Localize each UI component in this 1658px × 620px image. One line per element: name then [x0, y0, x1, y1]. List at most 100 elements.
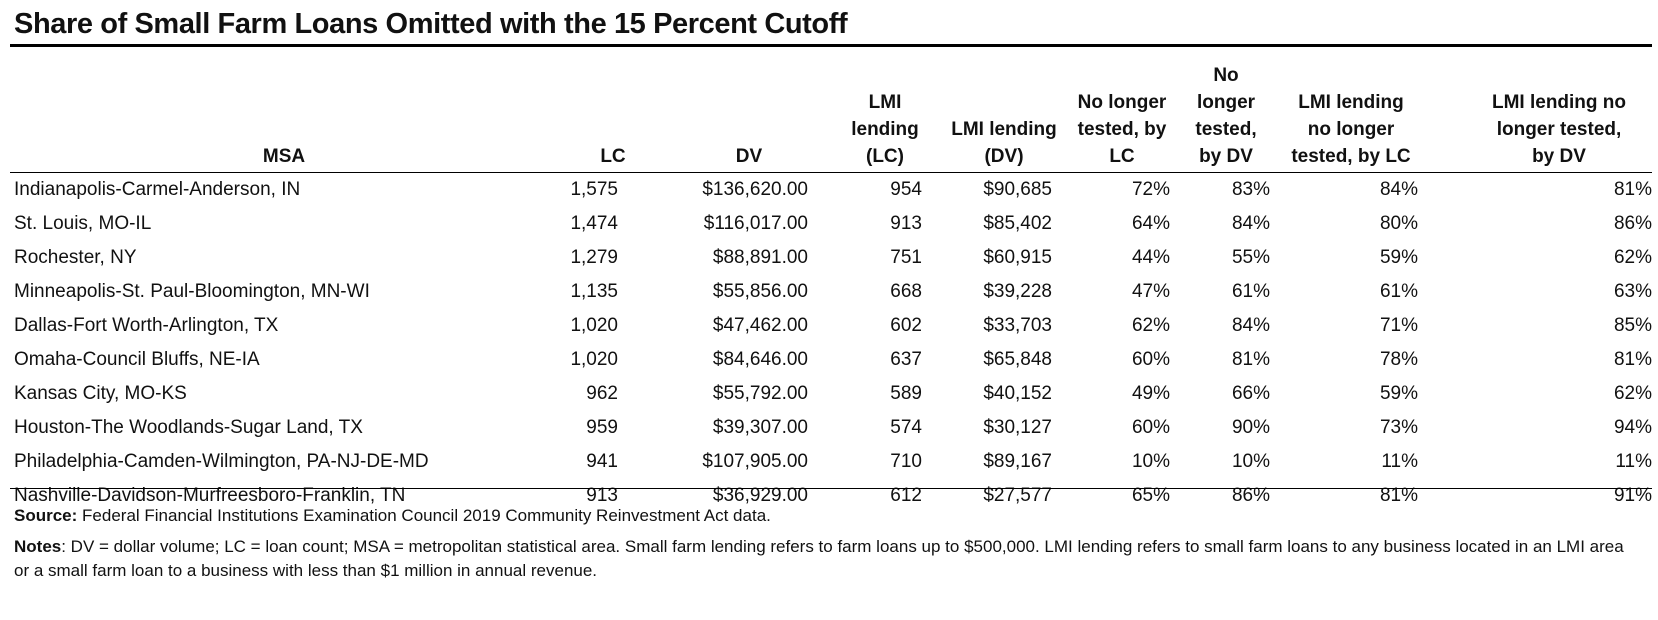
- footnotes: Source: Federal Financial Institutions E…: [14, 504, 1639, 583]
- value-cell: $30,127: [983, 417, 1052, 438]
- value-cell: $55,792.00: [712, 383, 808, 404]
- value-cell: 60%: [1131, 349, 1170, 370]
- msa-cell: Philadelphia-Camden-Wilmington, PA-NJ-DE…: [14, 451, 429, 472]
- value-cell: $47,462.00: [712, 315, 808, 336]
- value-cell: $39,307.00: [712, 417, 808, 438]
- msa-cell: Omaha-Council Bluffs, NE-IA: [14, 349, 260, 370]
- msa-cell: Minneapolis-St. Paul-Bloomington, MN-WI: [14, 281, 370, 302]
- msa-cell: Rochester, NY: [14, 247, 137, 268]
- value-cell: 62%: [1613, 383, 1652, 404]
- value-cell: $55,856.00: [712, 281, 808, 302]
- value-cell: 73%: [1379, 417, 1418, 438]
- value-cell: 66%: [1231, 383, 1270, 404]
- value-cell: 913: [890, 213, 922, 234]
- column-header: LMI lending (LC): [830, 62, 940, 173]
- header-row: MSA LC DV LMI lending (LC) LMI lending (…: [10, 62, 1652, 173]
- data-table: MSA LC DV LMI lending (LC) LMI lending (…: [10, 62, 1652, 513]
- value-cell: 84%: [1231, 315, 1270, 336]
- table-row: Philadelphia-Camden-Wilmington, PA-NJ-DE…: [10, 445, 1652, 479]
- value-cell: 72%: [1131, 179, 1170, 200]
- table-bottom-rule: [10, 488, 1652, 489]
- value-cell: 71%: [1379, 315, 1418, 336]
- value-cell: 65%: [1131, 485, 1170, 506]
- value-cell: 1,135: [570, 281, 618, 302]
- value-cell: 913: [586, 485, 618, 506]
- value-cell: 84%: [1379, 179, 1418, 200]
- value-cell: 90%: [1231, 417, 1270, 438]
- value-cell: 81%: [1613, 349, 1652, 370]
- value-cell: 589: [890, 383, 922, 404]
- value-cell: 751: [890, 247, 922, 268]
- table-row: Nashville-Davidson-Murfreesboro-Franklin…: [10, 479, 1652, 513]
- value-cell: 637: [890, 349, 922, 370]
- column-header: DV: [668, 62, 830, 173]
- msa-cell: Kansas City, MO-KS: [14, 383, 187, 404]
- table-title: Share of Small Farm Loans Omitted with t…: [14, 8, 848, 40]
- column-header: LC: [558, 62, 668, 173]
- value-cell: $33,703: [983, 315, 1052, 336]
- table-row: Minneapolis-St. Paul-Bloomington, MN-WI 1…: [10, 275, 1652, 309]
- value-cell: 10%: [1131, 451, 1170, 472]
- value-cell: 44%: [1131, 247, 1170, 268]
- notes-label: Notes: [14, 537, 62, 556]
- value-cell: $60,915: [983, 247, 1052, 268]
- table-row: Kansas City, MO-KS 962 $55,792.00 589 $40,15…: [10, 377, 1652, 411]
- value-cell: $85,402: [983, 213, 1052, 234]
- value-cell: 61%: [1379, 281, 1418, 302]
- value-cell: 91%: [1613, 485, 1652, 506]
- value-cell: 959: [586, 417, 618, 438]
- column-header: LMI lending no longer tested, by LC: [1276, 62, 1426, 173]
- value-cell: 11%: [1615, 451, 1652, 472]
- value-cell: 59%: [1379, 383, 1418, 404]
- title-rule: [10, 44, 1652, 47]
- value-cell: $40,152: [983, 383, 1052, 404]
- value-cell: 612: [890, 485, 922, 506]
- value-cell: $27,577: [983, 485, 1052, 506]
- value-cell: 574: [890, 417, 922, 438]
- value-cell: 55%: [1231, 247, 1270, 268]
- value-cell: $136,620.00: [702, 179, 808, 200]
- value-cell: $90,685: [983, 179, 1052, 200]
- value-cell: 64%: [1131, 213, 1170, 234]
- value-cell: 81%: [1379, 485, 1418, 506]
- value-cell: 1,279: [570, 247, 618, 268]
- msa-cell: Houston-The Woodlands-Sugar Land, TX: [14, 417, 363, 438]
- value-cell: 81%: [1613, 179, 1652, 200]
- column-header: LMI lending (DV): [940, 62, 1068, 173]
- table-row: St. Louis, MO-IL 1,474 $116,017.00 913 $85,4…: [10, 207, 1652, 241]
- table-row: Dallas-Fort Worth-Arlington, TX 1,020 $47,…: [10, 309, 1652, 343]
- value-cell: $65,848: [983, 349, 1052, 370]
- value-cell: 94%: [1613, 417, 1652, 438]
- source-text: Federal Financial Institutions Examinati…: [82, 506, 771, 525]
- value-cell: 710: [890, 451, 922, 472]
- value-cell: 78%: [1379, 349, 1418, 370]
- value-cell: 61%: [1231, 281, 1270, 302]
- msa-cell: St. Louis, MO-IL: [14, 213, 152, 234]
- value-cell: 962: [586, 383, 618, 404]
- value-cell: 602: [890, 315, 922, 336]
- notes-text: : DV = dollar volume; LC = loan count; M…: [14, 537, 1624, 580]
- source-line: Source: Federal Financial Institutions E…: [14, 504, 1639, 528]
- value-cell: $36,929.00: [712, 485, 808, 506]
- notes-line: Notes: DV = dollar volume; LC = loan cou…: [14, 535, 1639, 583]
- value-cell: 62%: [1613, 247, 1652, 268]
- value-cell: 60%: [1131, 417, 1170, 438]
- table-row: Rochester, NY 1,279 $88,891.00 751 $60,915 44…: [10, 241, 1652, 275]
- value-cell: 83%: [1231, 179, 1270, 200]
- value-cell: 954: [890, 179, 922, 200]
- value-cell: 84%: [1231, 213, 1270, 234]
- table-row: Houston-The Woodlands-Sugar Land, TX 959 $…: [10, 411, 1652, 445]
- value-cell: 1,020: [570, 315, 618, 336]
- column-header: No longer tested, by LC: [1068, 62, 1176, 173]
- value-cell: $107,905.00: [702, 451, 808, 472]
- value-cell: 47%: [1131, 281, 1170, 302]
- value-cell: 86%: [1231, 485, 1270, 506]
- value-cell: 941: [586, 451, 618, 472]
- value-cell: 63%: [1613, 281, 1652, 302]
- value-cell: 59%: [1379, 247, 1418, 268]
- value-cell: $116,017.00: [703, 213, 808, 234]
- value-cell: 1,575: [570, 179, 618, 200]
- table-row: Omaha-Council Bluffs, NE-IA 1,020 $84,646.…: [10, 343, 1652, 377]
- value-cell: 62%: [1131, 315, 1170, 336]
